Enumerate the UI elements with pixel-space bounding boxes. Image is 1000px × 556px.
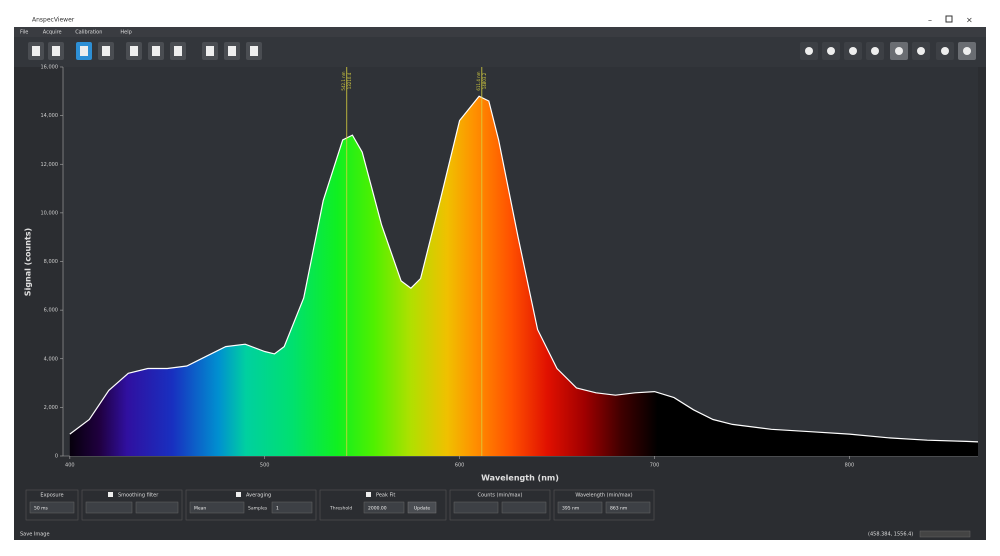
- input-field[interactable]: [501, 501, 547, 514]
- y-tick-label: 2,000: [44, 405, 58, 411]
- control-group: [81, 489, 183, 521]
- maximize[interactable]: [945, 15, 953, 23]
- menu-item[interactable]: Acquire: [43, 30, 62, 36]
- status-coords: (458.384, 1556.4): [868, 532, 913, 538]
- input-value: 395 nm: [562, 506, 579, 512]
- y-tick-label: 0: [55, 454, 58, 460]
- checkbox[interactable]: [236, 492, 241, 497]
- input-value: 863 nm: [610, 506, 627, 512]
- nav-icon: [849, 47, 857, 55]
- y-tick-label: 8,000: [44, 259, 58, 265]
- input-value: Mean: [194, 506, 206, 512]
- input-field[interactable]: [189, 501, 245, 514]
- control-group: [449, 489, 551, 521]
- input-field[interactable]: [605, 501, 651, 514]
- y-tick-label: 16,000: [41, 65, 59, 71]
- tool-icon: [32, 46, 40, 56]
- input-field[interactable]: [453, 501, 499, 514]
- menu: File Acquire Calibration Help: [20, 30, 132, 36]
- window-title: AnspecViewer: [32, 17, 75, 24]
- tool-icon: [130, 46, 138, 56]
- tool-icon: [52, 46, 60, 56]
- y-tick-label: 12,000: [41, 162, 59, 168]
- peak-counts: 13210.4: [347, 72, 352, 89]
- nav-icon: [871, 47, 879, 55]
- tool-icon: [174, 46, 182, 56]
- peak-wavelength: 542.1 nm: [341, 71, 346, 90]
- close[interactable]: ×: [966, 16, 973, 25]
- update-label: Update: [414, 506, 431, 512]
- menu-item[interactable]: File: [20, 30, 28, 36]
- tool-icon: [228, 46, 236, 56]
- y-tick-label: 4,000: [44, 356, 58, 362]
- y-axis-title: Signal (counts): [24, 228, 33, 296]
- nav-icon: [805, 47, 813, 55]
- plot: 0 2,000 4,000 6,000 8,000 10,000 12,000 14,000 1…: [41, 65, 979, 469]
- control-label: Wavelength (min/max): [575, 493, 632, 499]
- control-label: Peak Fit: [376, 493, 395, 499]
- x-tick-label: 700: [650, 463, 660, 469]
- input-field[interactable]: [135, 501, 179, 514]
- control-label: Exposure: [40, 493, 63, 499]
- input-value: 1: [276, 506, 279, 512]
- control-group: [185, 489, 317, 521]
- menu-item[interactable]: Help: [120, 30, 131, 36]
- control-group: [25, 489, 79, 521]
- control-label: Counts (min/max): [478, 493, 523, 499]
- y-tick-label: 10,000: [41, 210, 59, 216]
- control-group: [319, 489, 447, 521]
- title-bar: [14, 12, 986, 27]
- control-label: Averaging: [246, 493, 271, 499]
- y-tick-label: 6,000: [44, 308, 58, 314]
- x-tick-label: 400: [65, 463, 75, 469]
- minimize[interactable]: –: [928, 16, 932, 25]
- checkbox[interactable]: [108, 492, 113, 497]
- control-label: Samples: [248, 506, 268, 512]
- input-value: 50 ms: [34, 506, 49, 512]
- status-bar: [14, 528, 986, 540]
- control-label: Threshold: [329, 506, 352, 512]
- input-field[interactable]: [557, 501, 603, 514]
- progress: [919, 530, 971, 538]
- x-tick-label: 600: [455, 463, 465, 469]
- peak-wavelength: 611.4 nm: [476, 71, 481, 90]
- nav-icon: [941, 47, 949, 55]
- spectrum-area: [69, 96, 979, 456]
- nav-icon: [895, 47, 903, 55]
- control-group: [553, 489, 655, 521]
- control-label: Smoothing filter: [118, 493, 159, 499]
- update-button[interactable]: [407, 501, 437, 514]
- menu-item[interactable]: Calibration: [75, 30, 102, 36]
- input-field[interactable]: [85, 501, 133, 514]
- checkbox[interactable]: [366, 492, 371, 497]
- x-tick-label: 500: [260, 463, 270, 469]
- controls: Exposure 50 ms Smoothing filter Averaging Me…: [25, 489, 655, 521]
- tool-icon: [206, 46, 214, 56]
- input-value: 2000.00: [368, 506, 387, 512]
- tool-icon: [80, 46, 88, 56]
- status-left: Save Image: [20, 532, 50, 538]
- toolbar-buttons: [28, 42, 976, 60]
- x-axis-title: Wavelength (nm): [481, 474, 559, 483]
- tool-icon: [102, 46, 110, 56]
- menu-bar: [14, 27, 986, 37]
- tool-icon: [250, 46, 258, 56]
- input-field[interactable]: [363, 501, 405, 514]
- x-tick-label: 800: [845, 463, 855, 469]
- tool-icon: [152, 46, 160, 56]
- nav-icon: [963, 47, 971, 55]
- input-field[interactable]: [271, 501, 313, 514]
- y-tick-label: 14,000: [41, 113, 59, 119]
- nav-icon: [917, 47, 925, 55]
- input-field[interactable]: [29, 501, 75, 514]
- peak-counts: 14803.2: [482, 72, 487, 89]
- spectrum-line: [69, 95, 979, 443]
- nav-icon: [827, 47, 835, 55]
